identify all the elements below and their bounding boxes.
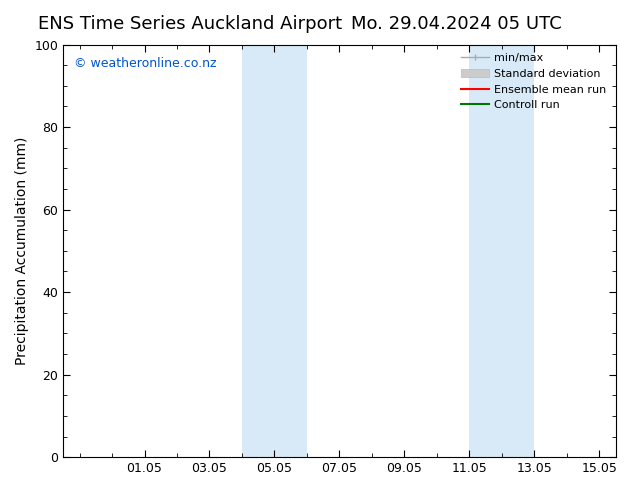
Bar xyxy=(242,45,307,457)
Text: ENS Time Series Auckland Airport: ENS Time Series Auckland Airport xyxy=(38,15,342,33)
Y-axis label: Precipitation Accumulation (mm): Precipitation Accumulation (mm) xyxy=(15,137,29,365)
Bar xyxy=(469,45,534,457)
Text: Mo. 29.04.2024 05 UTC: Mo. 29.04.2024 05 UTC xyxy=(351,15,562,33)
Legend: min/max, Standard deviation, Ensemble mean run, Controll run: min/max, Standard deviation, Ensemble me… xyxy=(458,50,610,113)
Text: © weatheronline.co.nz: © weatheronline.co.nz xyxy=(74,57,217,70)
